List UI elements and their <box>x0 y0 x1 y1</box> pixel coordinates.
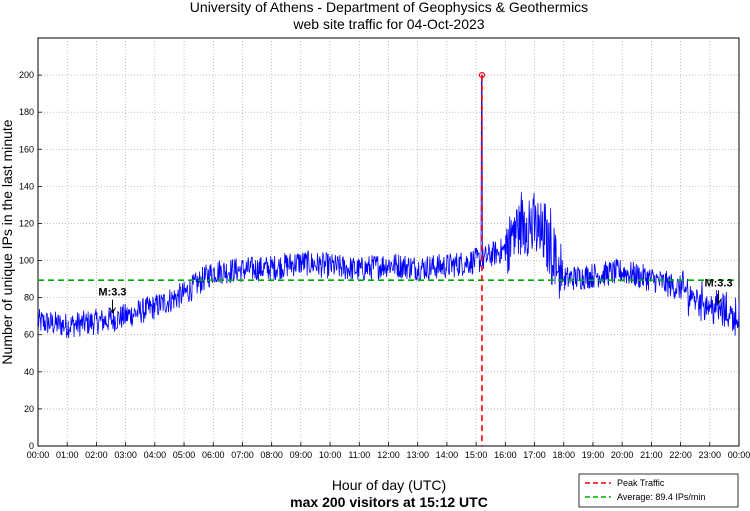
x-tick-label: 15:00 <box>465 450 488 460</box>
x-tick-label: 16:00 <box>494 450 517 460</box>
x-tick-label: 20:00 <box>611 450 634 460</box>
y-tick-label: 0 <box>29 441 34 451</box>
chart-title-line2: web site traffic for 04-Oct-2023 <box>292 16 484 32</box>
x-tick-label: 23:00 <box>699 450 722 460</box>
x-tick-label: 21:00 <box>640 450 663 460</box>
y-tick-label: 20 <box>24 404 34 414</box>
legend: Peak Traffic Average: 89.4 IPs/min <box>578 473 739 508</box>
max-visitors-summary: max 200 visitors at 15:12 UTC <box>290 494 488 510</box>
chart-title-line1: University of Athens - Department of Geo… <box>190 0 588 15</box>
x-tick-label: 19:00 <box>582 450 605 460</box>
y-tick-label: 200 <box>19 70 34 80</box>
legend-peak-label: Peak Traffic <box>617 478 665 488</box>
grid-lines <box>38 38 739 446</box>
y-axis-label: Number of unique IPs in the last minute <box>0 119 15 364</box>
y-tick-label: 120 <box>19 218 34 228</box>
x-tick-label: 11:00 <box>348 450 370 460</box>
x-tick-label: 17:00 <box>523 450 546 460</box>
annotation-label: M:3.3 <box>98 287 126 299</box>
x-tick-label: 03:00 <box>114 450 137 460</box>
y-tick-label: 160 <box>19 144 34 154</box>
legend-box <box>578 473 739 508</box>
peak-marker <box>478 71 486 79</box>
y-tick-label: 140 <box>19 181 34 191</box>
x-tick-label: 01:00 <box>56 450 79 460</box>
annotations: M:3.3 M:3.3 <box>98 277 733 314</box>
x-axis-ticks: 00:00 01:00 02:00 03:00 04:00 05:00 06:00 07:00… <box>27 442 750 460</box>
y-tick-label: 100 <box>19 256 34 266</box>
x-tick-label: 09:00 <box>290 450 313 460</box>
x-tick-label: 05:00 <box>173 450 196 460</box>
y-tick-label: 60 <box>24 330 34 340</box>
x-tick-label: 18:00 <box>552 450 575 460</box>
x-tick-label: 14:00 <box>436 450 459 460</box>
legend-average-label: Average: 89.4 IPs/min <box>617 492 705 502</box>
annotation-arrow-head <box>109 307 116 314</box>
annotation-arrow-head <box>715 298 722 305</box>
x-tick-label: 02:00 <box>85 450 108 460</box>
x-tick-label: 07:00 <box>231 450 254 460</box>
traffic-series-line <box>37 74 740 339</box>
y-tick-label: 80 <box>24 293 34 303</box>
y-tick-label: 40 <box>24 367 34 377</box>
y-tick-label: 180 <box>19 107 34 117</box>
x-tick-label: 04:00 <box>144 450 167 460</box>
x-tick-label: 00:00 <box>728 450 750 460</box>
x-tick-label: 12:00 <box>377 450 400 460</box>
x-tick-label: 22:00 <box>669 450 692 460</box>
x-tick-label: 06:00 <box>202 450 225 460</box>
annotation-label: M:3.3 <box>704 277 732 289</box>
x-tick-label: 10:00 <box>319 450 342 460</box>
x-tick-label: 00:00 <box>27 450 50 460</box>
y-axis-ticks: 0 20 40 60 80 100 120 140 160 180 200 <box>19 70 42 451</box>
x-axis-label: Hour of day (UTC) <box>332 477 446 493</box>
x-tick-label: 13:00 <box>406 450 429 460</box>
x-tick-label: 08:00 <box>260 450 283 460</box>
